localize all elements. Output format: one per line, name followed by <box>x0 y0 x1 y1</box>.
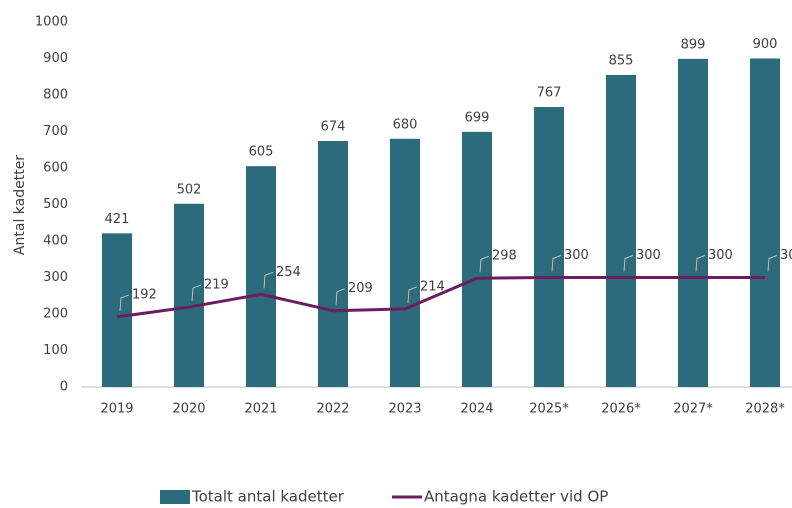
legend-label: Totalt antal kadetter <box>191 488 345 506</box>
bar <box>678 58 708 388</box>
leader-line <box>119 294 130 311</box>
y-tick-label: 1000 <box>35 15 68 30</box>
bar <box>606 74 636 388</box>
leader-line <box>479 255 490 273</box>
line-value-label: 300 <box>636 248 661 263</box>
bar <box>534 107 564 388</box>
x-tick-label: 2024 <box>460 402 493 417</box>
y-tick-label: 700 <box>43 124 68 139</box>
x-tick-label: 2023 <box>388 402 421 417</box>
legend-swatch <box>160 490 190 504</box>
bar-value-label: 421 <box>105 212 130 227</box>
y-axis-label: Antal kadetter <box>12 155 28 255</box>
bar-value-label: 767 <box>537 86 562 101</box>
x-tick-label: 2019 <box>100 402 133 417</box>
line-value-label: 214 <box>420 279 445 294</box>
bar-value-label: 899 <box>681 37 706 52</box>
leader-line <box>551 255 562 272</box>
line-value-label: 300 <box>708 248 733 263</box>
leader-line <box>335 288 346 305</box>
bar <box>390 138 420 387</box>
line-value-label: 254 <box>276 265 301 280</box>
y-tick-label: 400 <box>43 234 68 249</box>
y-tick-label: 600 <box>43 161 68 176</box>
x-tick-label: 2020 <box>172 402 205 417</box>
bar <box>750 58 780 387</box>
bar-value-label: 680 <box>393 117 418 132</box>
x-tick-label: 2028* <box>745 402 785 417</box>
y-tick-label: 500 <box>43 197 68 212</box>
line-value-label: 192 <box>132 287 157 302</box>
bar-value-label: 674 <box>321 119 346 134</box>
bar-value-label: 502 <box>177 182 202 197</box>
line-value-label: 298 <box>492 249 517 264</box>
leader-line <box>623 255 634 272</box>
y-tick-label: 100 <box>43 343 68 358</box>
leader-line <box>263 271 274 289</box>
y-tick-label: 800 <box>43 88 68 103</box>
line-value-label: 209 <box>348 281 373 296</box>
legend-label: Antagna kadetter vid OP <box>424 488 608 506</box>
y-tick-label: 200 <box>43 307 68 322</box>
bar <box>462 131 492 387</box>
bar-value-label: 855 <box>609 53 634 68</box>
leader-line <box>767 255 778 272</box>
x-tick-label: 2026* <box>601 402 641 417</box>
bar <box>102 233 132 387</box>
x-tick-label: 2022 <box>316 402 349 417</box>
x-tick-label: 2025* <box>529 402 569 417</box>
bar <box>318 140 348 387</box>
y-tick-label: 0 <box>60 380 68 395</box>
bar-value-label: 900 <box>753 37 778 52</box>
line-value-label: 300 <box>564 248 589 263</box>
leader-line <box>191 284 202 302</box>
x-tick-label: 2027* <box>673 402 713 417</box>
y-tick-label: 900 <box>43 51 68 66</box>
leader-line <box>695 255 706 272</box>
x-tick-label: 2021 <box>244 402 277 417</box>
bar <box>246 166 276 387</box>
line-value-label: 300 <box>780 248 792 263</box>
bar-value-label: 605 <box>249 145 274 160</box>
line-value-label: 219 <box>204 278 229 293</box>
bar-value-label: 699 <box>465 110 490 125</box>
y-tick-label: 300 <box>43 270 68 285</box>
bar <box>174 203 204 387</box>
line <box>116 276 765 319</box>
leader-line <box>407 286 418 303</box>
